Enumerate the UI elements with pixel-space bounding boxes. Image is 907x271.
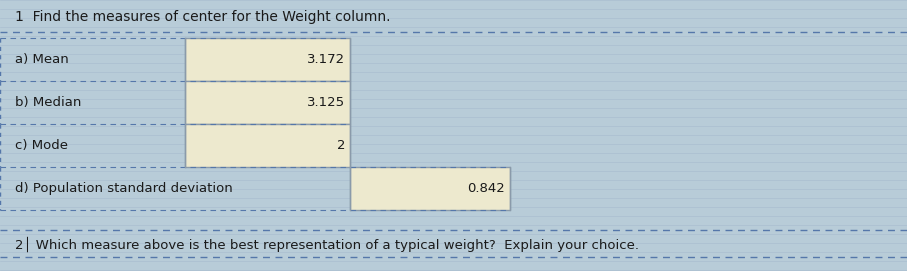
Text: a) Mean: a) Mean — [15, 53, 69, 66]
Text: d) Population standard deviation: d) Population standard deviation — [15, 182, 233, 195]
Bar — [185, 124, 350, 167]
Bar — [185, 81, 350, 124]
Text: 2: 2 — [336, 139, 345, 152]
Text: 2│ Which measure above is the best representation of a typical weight?  Explain : 2│ Which measure above is the best repre… — [15, 237, 639, 253]
Text: c) Mode: c) Mode — [15, 139, 68, 152]
Bar — [185, 38, 350, 81]
Text: 3.172: 3.172 — [307, 53, 345, 66]
Bar — [350, 167, 510, 210]
Text: 0.842: 0.842 — [467, 182, 505, 195]
Text: b) Median: b) Median — [15, 96, 82, 109]
Text: 3.125: 3.125 — [307, 96, 345, 109]
Text: 1  Find the measures of center for the Weight column.: 1 Find the measures of center for the We… — [15, 10, 391, 24]
